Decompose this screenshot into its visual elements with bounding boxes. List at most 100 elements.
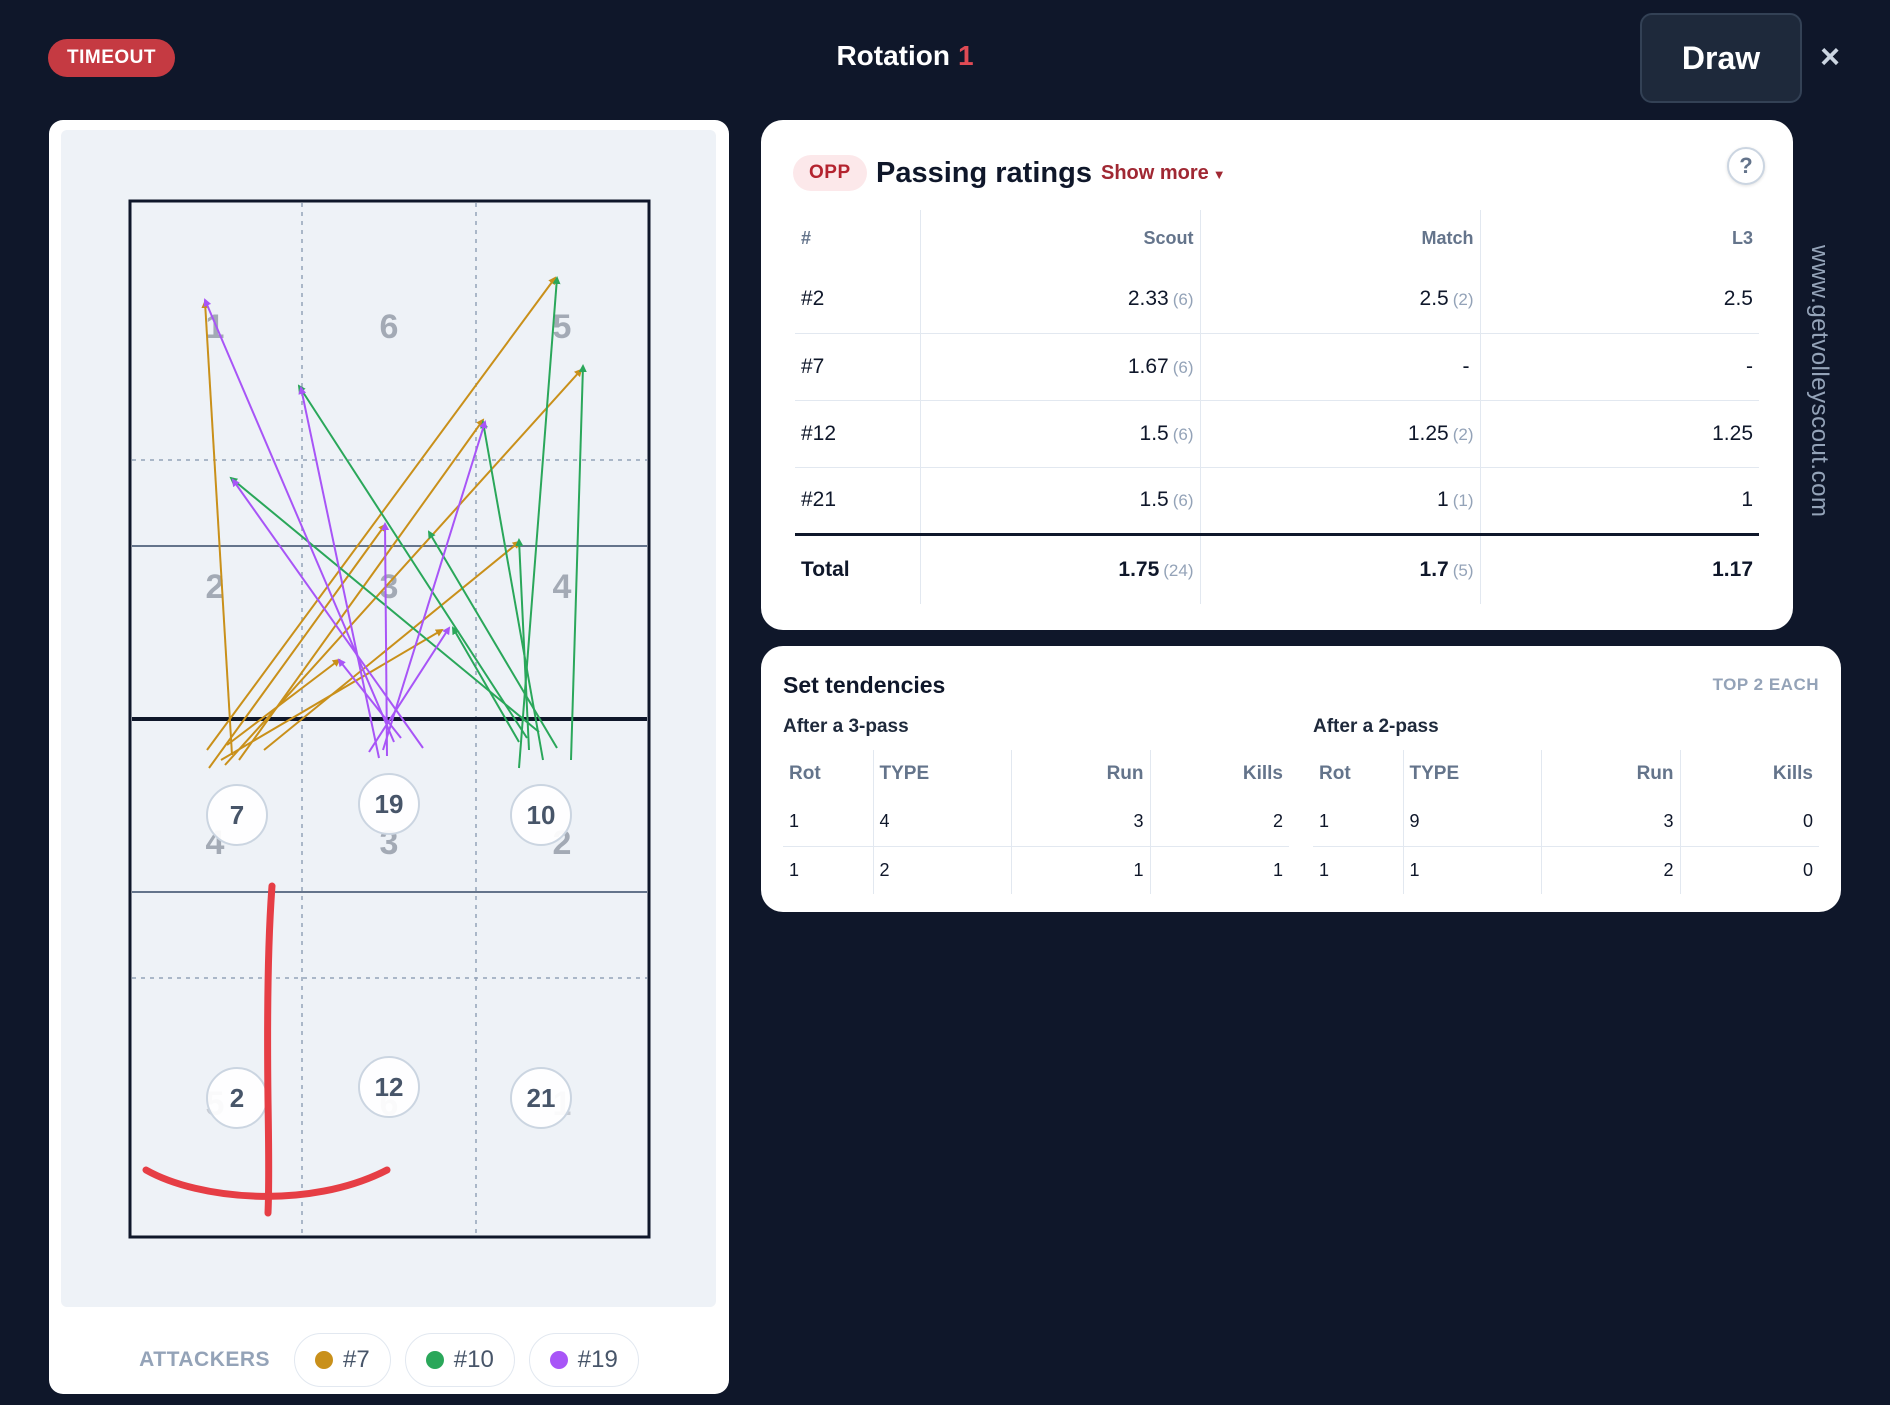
table-row: #2 2.33 (6) 2.5 (2) 2.5 bbox=[795, 266, 1759, 334]
l3-cell: 1.25 bbox=[1480, 400, 1759, 468]
player-number: 7 bbox=[230, 800, 244, 830]
attack-arrow-19 bbox=[203, 298, 395, 743]
player-cell: #7 bbox=[795, 333, 921, 401]
attacker-color-dot bbox=[425, 1351, 444, 1369]
table-row: 1 4 3 2 bbox=[783, 798, 1289, 847]
l3-cell: 1 bbox=[1480, 467, 1759, 536]
scout-cell: 2.33 (6) bbox=[920, 266, 1201, 334]
show-more-button[interactable]: Show more ▼ bbox=[1101, 162, 1226, 185]
table-cell: 3 bbox=[1011, 798, 1151, 847]
table-cell: 9 bbox=[1403, 798, 1542, 847]
attack-arrow-7 bbox=[220, 628, 444, 761]
table-cell: 3 bbox=[1541, 798, 1681, 847]
table-cell: 1 bbox=[783, 798, 874, 847]
cell-value: 2.33 bbox=[1127, 287, 1169, 311]
court-diagram[interactable]: 1 6 5 2 3 4 bbox=[49, 120, 729, 1330]
set-table-2-pass: Rot TYPE Run Kills 1 9 3 0 1 1 2 0 bbox=[1313, 750, 1819, 894]
column-header: # bbox=[795, 210, 921, 266]
table-cell: 2 bbox=[1541, 846, 1681, 894]
attacker-color-dot bbox=[549, 1351, 568, 1369]
player-number: 2 bbox=[230, 1083, 244, 1113]
player-number: 21 bbox=[527, 1083, 556, 1113]
player-token[interactable]: 19 bbox=[358, 773, 420, 835]
match-cell: 2.5 (2) bbox=[1200, 266, 1481, 334]
attack-arrow-7 bbox=[201, 300, 233, 756]
cell-value: 2.5 bbox=[1419, 287, 1449, 311]
zone-label: 5 bbox=[553, 308, 572, 346]
match-cell: 1.25 (2) bbox=[1200, 400, 1481, 468]
cell-count: (2) bbox=[1452, 424, 1474, 444]
cell-count: (6) bbox=[1172, 491, 1194, 510]
total-row: Total 1.75 (24) 1.7 (5) 1.17 bbox=[795, 534, 1759, 604]
player-cell: #2 bbox=[795, 266, 921, 334]
attack-arrow-7 bbox=[238, 418, 485, 761]
passing-ratings-table: # Scout Match L3 #2 2.33 (6) 2.5 (2) 2.5 #… bbox=[795, 210, 1759, 604]
match-cell: 1 (1) bbox=[1200, 467, 1481, 536]
attacker-chip-7[interactable]: #7 bbox=[294, 1333, 391, 1387]
table-row: 1 2 1 1 bbox=[783, 846, 1289, 894]
table-cell: 1 bbox=[783, 846, 874, 894]
table-cell: 4 bbox=[873, 798, 1012, 847]
cell-value: 1.75 bbox=[1118, 557, 1160, 581]
scout-cell: 1.5 (6) bbox=[920, 467, 1201, 536]
player-token[interactable]: 21 bbox=[510, 1067, 572, 1129]
player-number: 12 bbox=[375, 1072, 404, 1102]
attack-arrow-10 bbox=[480, 420, 544, 761]
set-subtitle: After a 3-pass bbox=[783, 716, 909, 737]
cell-value: 1.5 bbox=[1139, 421, 1169, 445]
cell-count: (6) bbox=[1172, 290, 1194, 310]
zone-label: 3 bbox=[380, 568, 399, 606]
set-subtitle: After a 2-pass bbox=[1313, 716, 1439, 737]
attacker-color-dot bbox=[315, 1351, 334, 1369]
attack-arrow-19 bbox=[231, 478, 424, 749]
timeout-badge[interactable]: TIMEOUT bbox=[48, 39, 175, 77]
table-row: #21 1.5 (6) 1 (1) 1 bbox=[795, 467, 1759, 536]
table-cell: 0 bbox=[1802, 859, 1813, 880]
cell-count: (1) bbox=[1452, 491, 1474, 510]
attack-arrow-10 bbox=[515, 538, 530, 751]
column-header: Kills bbox=[1242, 763, 1283, 784]
attackers-legend: ATTACKERS #7 #10 #19 bbox=[49, 1332, 729, 1388]
scout-cell: 1.5 (6) bbox=[920, 400, 1201, 468]
column-header: Kills bbox=[1772, 763, 1813, 784]
match-cell: 1.7 (5) bbox=[1200, 534, 1481, 604]
table-cell: 1 bbox=[1011, 846, 1151, 894]
table-cell: 1 bbox=[1272, 859, 1283, 880]
attack-arrow-19 bbox=[337, 658, 402, 739]
rotation-number: 1 bbox=[957, 40, 974, 71]
attack-arrow-19 bbox=[368, 626, 451, 753]
attacker-chip-label: #10 bbox=[453, 1346, 494, 1373]
cell-count: (5) bbox=[1452, 560, 1474, 580]
player-token[interactable]: 10 bbox=[510, 784, 572, 846]
set-tendencies-title: Set tendencies bbox=[783, 672, 946, 698]
player-cell: #21 bbox=[795, 467, 921, 536]
zone-label: 6 bbox=[380, 308, 399, 346]
cell-count: (24) bbox=[1163, 560, 1194, 580]
l3-cell: 2.5 bbox=[1480, 266, 1759, 334]
column-header: TYPE bbox=[873, 750, 1012, 798]
attacker-chip-label: #7 bbox=[343, 1346, 370, 1373]
column-header: Match bbox=[1200, 210, 1481, 266]
player-token[interactable]: 12 bbox=[358, 1056, 420, 1118]
draw-button[interactable]: Draw bbox=[1640, 13, 1802, 103]
help-icon[interactable]: ? bbox=[1727, 147, 1765, 185]
player-token[interactable]: 7 bbox=[206, 784, 268, 846]
attack-arrow-19 bbox=[381, 522, 390, 757]
attack-arrow-10 bbox=[570, 364, 587, 761]
column-header: Run bbox=[1011, 750, 1151, 798]
table-row: 1 9 3 0 bbox=[1313, 798, 1819, 847]
caret-down-icon: ▼ bbox=[1212, 167, 1226, 182]
attacker-chip-10[interactable]: #10 bbox=[404, 1333, 515, 1387]
set-tendencies-card: Set tendencies TOP 2 EACH After a 3-pass… bbox=[761, 646, 1841, 912]
player-cell: #12 bbox=[795, 400, 921, 468]
close-icon[interactable]: × bbox=[1820, 37, 1840, 76]
player-token[interactable]: 2 bbox=[206, 1067, 268, 1129]
cell-value: 1 bbox=[1437, 488, 1449, 511]
freehand-drawing bbox=[264, 882, 276, 1217]
attack-arrow-10 bbox=[427, 530, 558, 749]
rotation-title: Rotation 1 bbox=[0, 40, 1810, 72]
attacker-chip-19[interactable]: #19 bbox=[528, 1333, 639, 1387]
l3-cell: 1.17 bbox=[1712, 557, 1753, 581]
table-cell: 1 bbox=[1403, 846, 1542, 894]
column-header: Rot bbox=[1313, 750, 1404, 798]
